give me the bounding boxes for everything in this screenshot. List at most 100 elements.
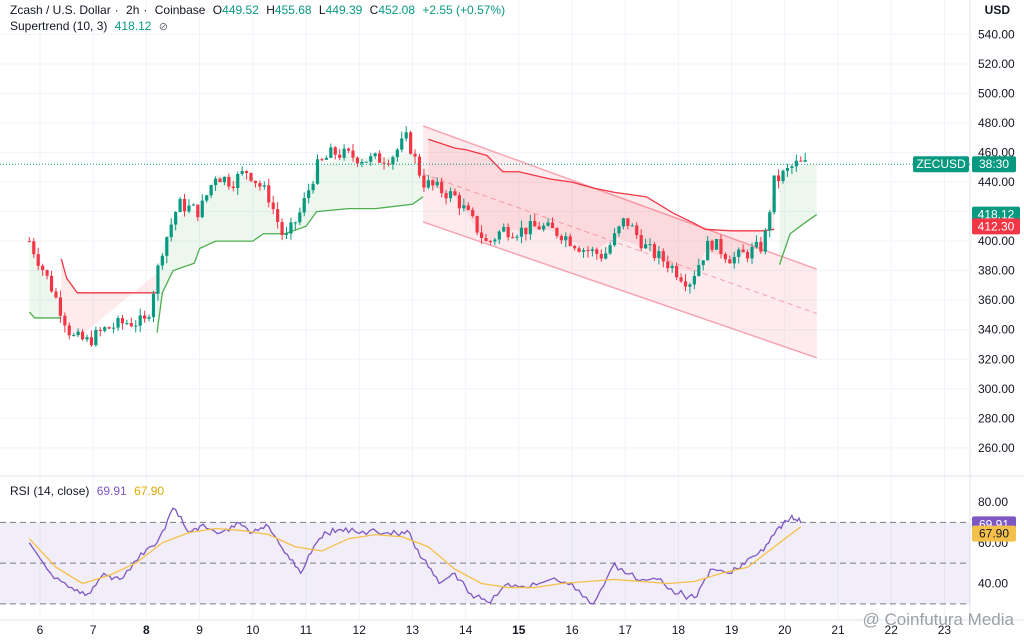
candle-body (555, 228, 559, 236)
candle-body (706, 240, 710, 261)
candle-body (568, 236, 572, 246)
x-tick-label: 21 (831, 623, 845, 637)
candle-body (156, 265, 160, 294)
candle-body (320, 159, 324, 161)
candle-body (200, 200, 204, 218)
interval-label[interactable]: 2h (126, 3, 140, 17)
candle-body (32, 241, 36, 255)
candle-body (737, 249, 741, 257)
candle-body (205, 195, 209, 201)
exchange-label: Coinbase (154, 3, 206, 17)
y-tick-label: 360.00 (978, 293, 1015, 307)
symbol-tag-badge-bg (913, 156, 969, 173)
candle-body (710, 240, 714, 250)
candle-body (488, 241, 493, 243)
x-tick-label: 16 (565, 623, 579, 637)
candle-body (134, 325, 138, 327)
candle-body (719, 238, 723, 255)
candle-body (355, 157, 360, 164)
candle-body (125, 323, 129, 325)
candle-body (213, 178, 218, 186)
candle-body (89, 337, 94, 346)
candle-body (785, 167, 790, 171)
candle-body (448, 191, 453, 199)
candle-body (741, 249, 745, 253)
candle-body (524, 227, 528, 235)
candle-body (36, 254, 40, 266)
candle-body (586, 250, 590, 252)
candle-body (763, 230, 767, 252)
rsi-label: RSI (14, close) (10, 484, 90, 498)
supertrend-badge: 418.12 (978, 208, 1015, 222)
candle-body (253, 180, 258, 184)
candle-body (27, 241, 31, 243)
x-tick-label: 15 (512, 623, 526, 637)
channel-fill (423, 125, 817, 358)
candle-body (630, 225, 634, 227)
supertrend-line-up (778, 214, 818, 265)
supertrend-legend[interactable]: Supertrend (10, 3) 418.12 ⊘ (10, 19, 172, 33)
y-tick-label: 460.00 (978, 146, 1015, 160)
rsi-legend[interactable]: RSI (14, close) 69.91 67.90 (10, 484, 168, 498)
candle-body (803, 160, 807, 162)
candle-body (577, 248, 581, 252)
candle-body (351, 150, 355, 158)
candle-body (377, 153, 382, 163)
candle-body (41, 265, 45, 271)
supertrend-red-badge: 412.30 (978, 219, 1015, 233)
y-tick-label: 320.00 (978, 352, 1015, 366)
countdown-badge-bg (972, 156, 1016, 173)
candle-body (661, 251, 665, 262)
candle-body (222, 176, 227, 183)
eye-off-icon[interactable]: ⊘ (158, 21, 168, 33)
supertrend-fill (157, 152, 424, 333)
candle-body (635, 225, 639, 236)
candle-body (497, 231, 501, 240)
candle-body (772, 175, 776, 213)
candle-body (138, 315, 142, 326)
candle-body (581, 250, 586, 252)
supertrend-label: Supertrend (10, 3) (10, 19, 108, 33)
candle-body (391, 157, 395, 165)
candle-body (466, 205, 470, 210)
candle-body (395, 149, 399, 158)
x-tick-label: 13 (406, 623, 420, 637)
candle-body (196, 204, 200, 218)
candle-body (67, 325, 71, 336)
candle-body (657, 251, 661, 259)
y-tick-label: 380.00 (978, 264, 1015, 278)
candle-body (45, 270, 49, 276)
candle-body (240, 171, 244, 174)
candle-body (346, 148, 351, 151)
x-tick-label: 14 (459, 623, 473, 637)
candle-body (58, 297, 62, 316)
candle-body (298, 212, 302, 223)
candle-body (799, 160, 803, 162)
symbol-name[interactable]: Zcash / U.S. Dollar (10, 3, 111, 17)
candle-body (564, 236, 568, 241)
candle-body (369, 156, 373, 162)
candle-body (595, 249, 599, 254)
supertrend-line-up (156, 196, 424, 333)
candle-body (621, 218, 626, 227)
channel-lower (422, 221, 817, 359)
candle-body (679, 277, 683, 282)
y-tick-label: 280.00 (978, 411, 1015, 425)
y-tick-label: 540.00 (978, 27, 1015, 41)
candle-body (453, 191, 457, 196)
change-value: +2.55 (+0.57%) (422, 3, 506, 17)
candle-body (754, 241, 759, 248)
price-legend: Zcash / U.S. Dollar · 2h · Coinbase O449.5… (10, 3, 506, 17)
candle-body (768, 212, 772, 231)
candle-body (244, 171, 249, 174)
x-tick-label: 9 (196, 623, 203, 637)
candle-body (617, 226, 621, 234)
candle-body (49, 275, 54, 292)
candle-body (652, 244, 657, 259)
y-tick-label: 520.00 (978, 57, 1015, 71)
y-tick-label: 440.00 (978, 175, 1015, 189)
currency-label[interactable]: USD (984, 3, 1010, 17)
candle-body (218, 178, 222, 183)
x-tick-label: 17 (619, 623, 633, 637)
